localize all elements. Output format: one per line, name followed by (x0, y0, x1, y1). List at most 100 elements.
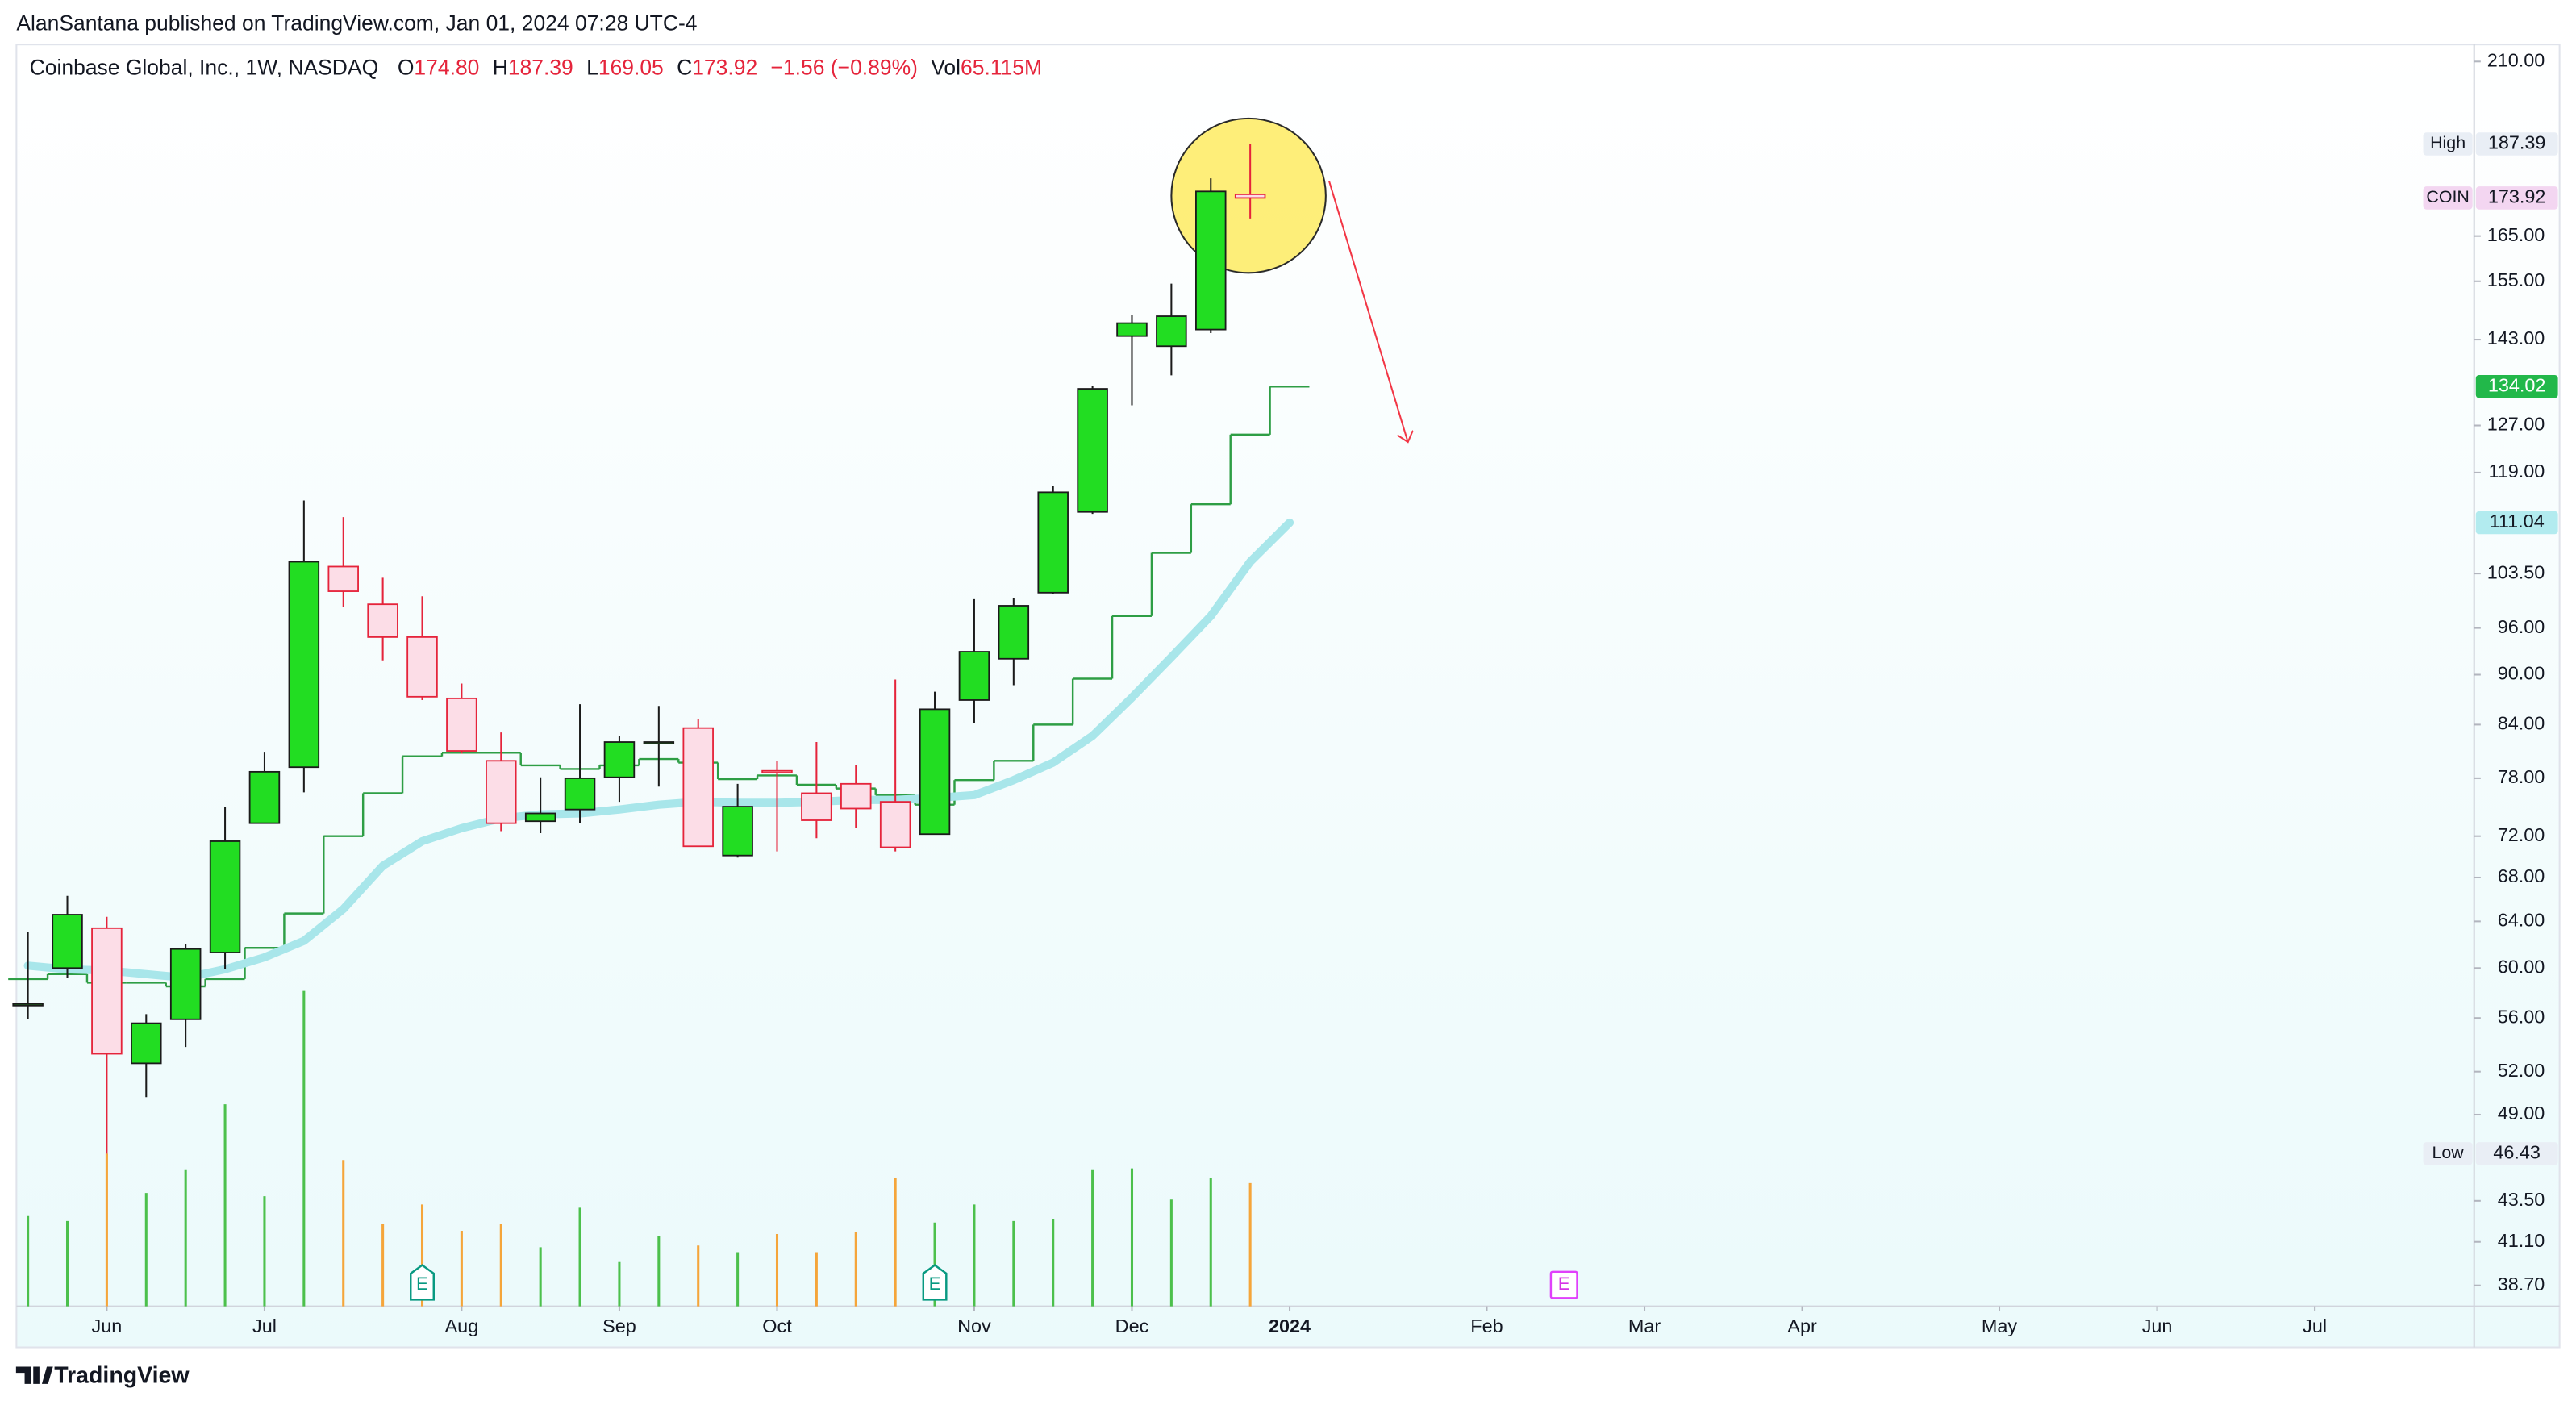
candle-body (603, 741, 636, 778)
candle-body (1156, 315, 1187, 348)
footer-brand: TradingView (15, 1363, 190, 1389)
legend-value: −1.56 (−0.89%) (770, 56, 917, 80)
x-tick-label: Sep (602, 1315, 636, 1336)
y-tick-label: 84.00 (2498, 713, 2545, 734)
y-tick-label: 64.00 (2498, 910, 2545, 931)
candle-body (52, 914, 83, 969)
candle-body (840, 782, 872, 810)
candle-body (209, 840, 241, 953)
candle-body (998, 605, 1030, 660)
y-tick-label: 41.10 (2498, 1230, 2545, 1251)
price-label: 173.92 (2488, 186, 2546, 207)
x-tick-label: Mar (1628, 1315, 1661, 1336)
candle-body (486, 760, 517, 824)
candle-body (722, 806, 753, 857)
down-arrow (1328, 180, 1408, 442)
x-tick-label: Jun (2142, 1315, 2173, 1336)
y-tick-label: 127.00 (2487, 414, 2545, 435)
price-label: 134.02 (2488, 374, 2546, 395)
price-label-name-box (2423, 186, 2473, 210)
y-tick-label: 119.00 (2488, 461, 2545, 482)
legend-value: 173.92 (692, 56, 757, 80)
volume-layer (27, 990, 1252, 1307)
indicator-layer (8, 386, 1310, 988)
candle-body (131, 1022, 162, 1065)
symbol-legend: Coinbase Global, Inc., 1W, NASDAQ O174.8… (30, 56, 1042, 80)
earnings-marker[interactable]: E (416, 1274, 428, 1294)
candle-body (367, 603, 398, 638)
legend-value: 169.05 (598, 56, 664, 80)
legend-key: L (586, 56, 598, 80)
candle-body (879, 801, 911, 848)
candle-body (288, 561, 320, 769)
x-tick-label: Apr (1787, 1315, 1817, 1336)
price-label-name: COIN (2426, 187, 2469, 206)
price-label-box (2475, 186, 2558, 210)
candle-layer (12, 144, 1266, 1154)
publisher-header: AlanSantana published on TradingView.com… (16, 11, 697, 35)
y-tick-label: 72.00 (2498, 824, 2545, 845)
y-tick-label: 103.50 (2487, 561, 2545, 582)
brand-logo (15, 1366, 53, 1384)
candle-body (91, 927, 123, 1055)
earnings-marker[interactable]: E (929, 1274, 941, 1294)
candle-body (446, 697, 477, 752)
legend-key: O (398, 56, 415, 80)
y-tick-label: 210.00 (2487, 49, 2545, 70)
x-tick-label: Nov (957, 1315, 991, 1336)
price-label-name: Low (2432, 1143, 2465, 1162)
y-tick-label: 56.00 (2498, 1006, 2545, 1027)
candle-body (1195, 190, 1227, 331)
price-label: 187.39 (2488, 132, 2546, 153)
candle-body (1037, 491, 1069, 594)
price-label: 111.04 (2490, 511, 2545, 532)
y-tick-label: 52.00 (2498, 1060, 2545, 1081)
candle-body (1116, 322, 1148, 337)
y-tick-label: 78.00 (2498, 766, 2545, 787)
x-tick-label: May (1982, 1315, 2018, 1336)
brand-name[interactable]: TradingView (54, 1363, 190, 1389)
candle-body (12, 1003, 44, 1007)
x-tick-label: Feb (1470, 1315, 1503, 1336)
earnings-marker[interactable]: E (1558, 1274, 1570, 1294)
candle-body (1077, 388, 1108, 513)
candle-body (406, 636, 438, 698)
candle-body (327, 565, 359, 592)
candle-body (801, 792, 832, 821)
x-tick-label: 2024 (1269, 1315, 1311, 1336)
candle-body (761, 769, 793, 773)
candle-body (682, 727, 714, 848)
candle-body (1234, 193, 1266, 199)
y-tick-label: 68.00 (2498, 865, 2545, 886)
moving-average (23, 518, 1294, 982)
y-tick-label: 96.00 (2498, 616, 2545, 637)
price-label-box (2475, 511, 2558, 535)
price-label-name-box (2423, 1142, 2473, 1165)
earnings-markers: E E E (410, 1264, 1578, 1301)
x-tick-label: Oct (762, 1315, 792, 1336)
legend-key: C (677, 56, 692, 80)
y-tick-label: 165.00 (2487, 224, 2545, 245)
candle-body (169, 948, 202, 1020)
price-label-name: High (2430, 133, 2466, 152)
candle-body (248, 770, 281, 824)
legend-key: H (493, 56, 508, 80)
x-tick-label: Jul (252, 1315, 277, 1336)
legend-value: 65.115M (961, 56, 1042, 80)
x-tick-label: Dec (1115, 1315, 1149, 1336)
earnings-marker-shape (1549, 1270, 1578, 1299)
price-label-box (2475, 132, 2558, 156)
y-tick-label: 155.00 (2487, 269, 2545, 290)
x-tick-label: Jun (92, 1315, 123, 1336)
earnings-marker-shape (410, 1264, 435, 1301)
price-label: 46.43 (2493, 1142, 2541, 1163)
price-label-name-box (2423, 132, 2473, 156)
price-label-box (2475, 374, 2558, 398)
price-label-box (2475, 1142, 2558, 1165)
y-tick-label: 90.00 (2498, 663, 2545, 684)
y-tick-label: 143.00 (2487, 327, 2545, 348)
axis-layer: 210.00 165.00 155.00 143.00 127.00 119.00 103.… (92, 49, 2558, 1336)
y-tick-label: 60.00 (2498, 956, 2545, 977)
